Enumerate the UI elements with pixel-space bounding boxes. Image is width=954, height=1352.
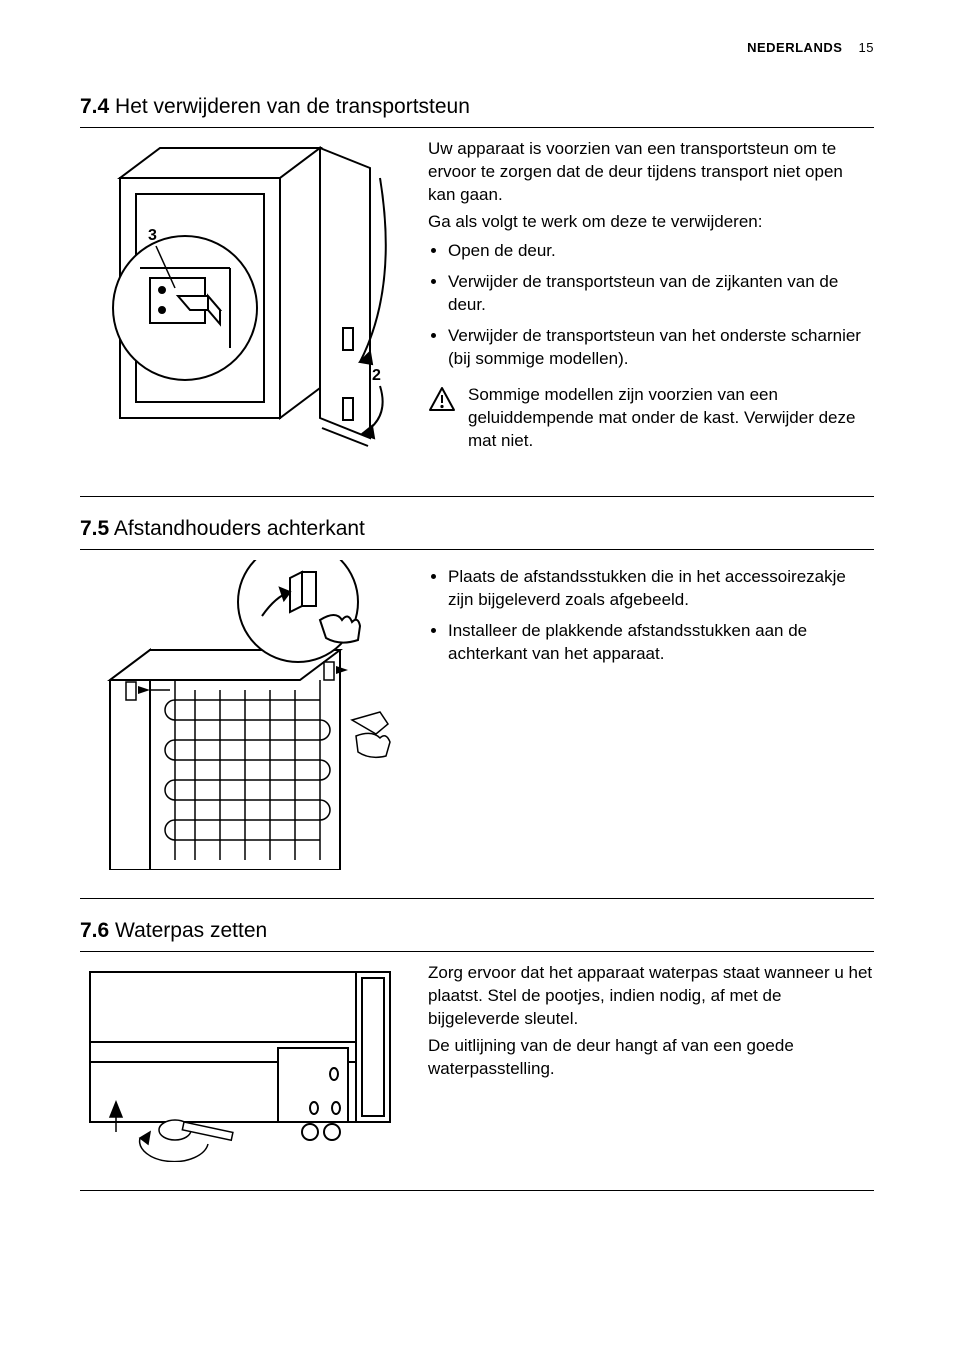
section-title-76: 7.6 Waterpas zetten [80, 919, 874, 943]
section-number: 7.4 [80, 95, 109, 118]
section-title-75: 7.5 Afstandhouders achterkant [80, 517, 874, 541]
section-rule [80, 127, 874, 128]
appliance-transport-support-diagram: 3 2 [80, 138, 400, 468]
section-number: 7.6 [80, 919, 109, 942]
section-text-76: Zorg ervoor dat het apparaat waterpas st… [428, 962, 874, 1162]
bullet-list: Open de deur. Verwijder de transportsteu… [428, 240, 874, 371]
section-closing-rule [80, 1190, 874, 1191]
section-body-75: Plaats de afstandsstukken die in het acc… [80, 560, 874, 870]
paragraph: De uitlijning van de deur hangt af van e… [428, 1035, 874, 1081]
section-title-74: 7.4 Het verwijderen van de transportsteu… [80, 95, 874, 119]
list-item: Open de deur. [448, 240, 874, 263]
figure-74: 3 2 [80, 138, 400, 468]
section-closing-rule [80, 898, 874, 899]
list-item: Plaats de afstandsstukken die in het acc… [448, 566, 874, 612]
page-header: NEDERLANDS 15 [80, 40, 874, 55]
section-body-76: Zorg ervoor dat het apparaat waterpas st… [80, 962, 874, 1162]
figure-75 [80, 560, 400, 870]
section-closing-rule [80, 496, 874, 497]
paragraph: Zorg ervoor dat het apparaat waterpas st… [428, 962, 874, 1031]
section-heading: Waterpas zetten [115, 919, 267, 942]
appliance-rear-spacers-diagram [80, 560, 400, 870]
list-item: Verwijder de transportsteun van de zijka… [448, 271, 874, 317]
warning-icon [428, 386, 456, 419]
section-rule [80, 951, 874, 952]
section-heading: Afstandhouders achterkant [114, 517, 365, 540]
section-rule [80, 549, 874, 550]
section-number: 7.5 [80, 517, 109, 540]
paragraph: Uw apparaat is voorzien van een transpor… [428, 138, 874, 207]
appliance-levelling-diagram [80, 962, 400, 1162]
figure-76 [80, 962, 400, 1162]
section-text-75: Plaats de afstandsstukken die in het acc… [428, 560, 874, 870]
paragraph: Ga als volgt te werk om deze te verwijde… [428, 211, 874, 234]
section-body-74: 3 2 Uw apparaat is voorzien van een tran… [80, 138, 874, 468]
bullet-list: Plaats de afstandsstukken die in het acc… [428, 566, 874, 666]
header-page-number: 15 [859, 40, 874, 55]
warning-text: Sommige modellen zijn voorzien van een g… [468, 384, 874, 453]
list-item: Installeer de plakkende afstandsstukken … [448, 620, 874, 666]
warning-block: Sommige modellen zijn voorzien van een g… [428, 384, 874, 453]
section-text-74: Uw apparaat is voorzien van een transpor… [428, 138, 874, 468]
figure-label-2: 2 [372, 367, 381, 384]
figure-label-3: 3 [148, 227, 157, 244]
list-item: Verwijder de transportsteun van het onde… [448, 325, 874, 371]
header-language: NEDERLANDS [747, 40, 842, 55]
section-heading: Het verwijderen van de transportsteun [115, 95, 470, 118]
